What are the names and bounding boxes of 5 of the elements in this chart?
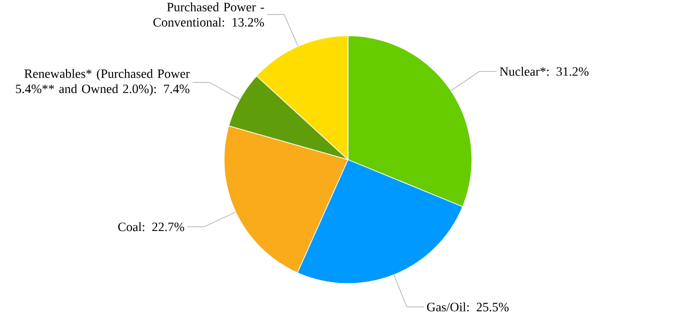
- slice-label: Coal: 22.7%: [118, 222, 184, 232]
- slice-label: Purchased Power - Conventional: 13.2%: [153, 2, 264, 27]
- slice-label: Gas/Oil: 25.5%: [427, 302, 509, 312]
- slice-label: Nuclear*: 31.2%: [500, 66, 589, 76]
- slice-label: Renewables* (Purchased Power 5.4%** and Owned 2.0%): 7.4%: [16, 69, 190, 96]
